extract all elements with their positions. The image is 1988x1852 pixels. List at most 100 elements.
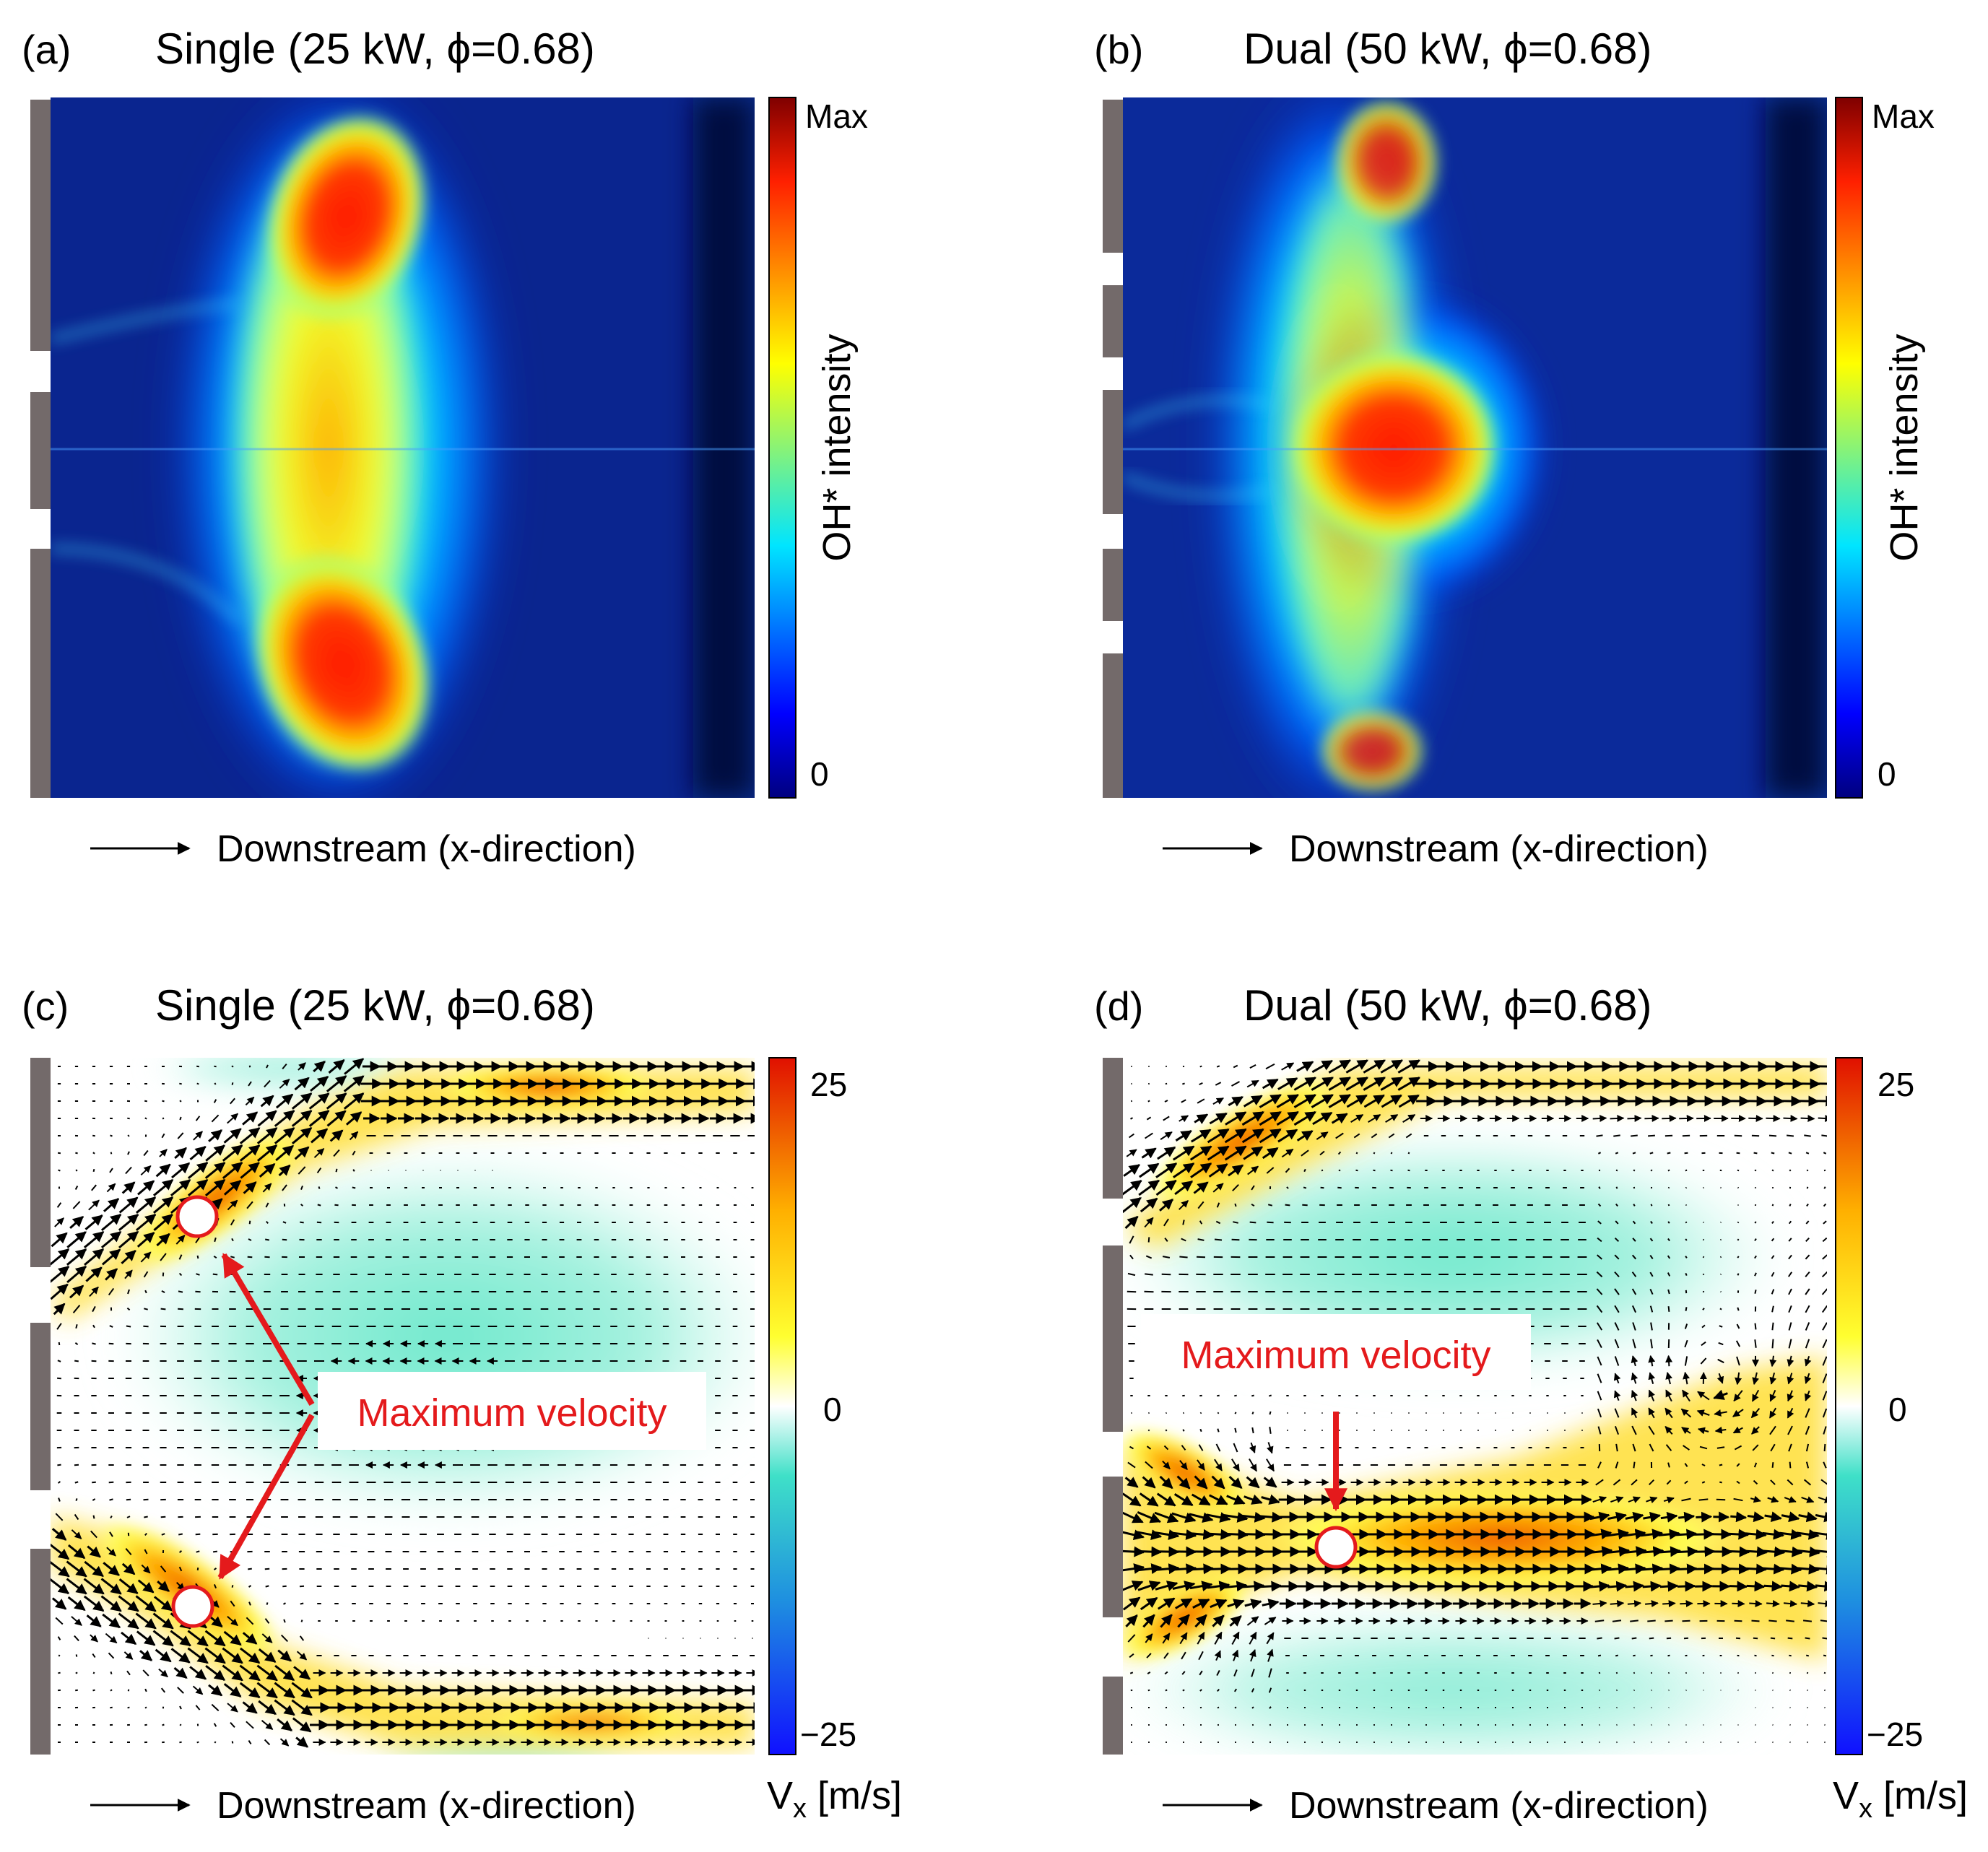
velocity-vector (1701, 1464, 1706, 1466)
velocity-vector (1241, 1110, 1264, 1126)
velocity-vector (230, 1256, 235, 1258)
velocity-vector (1243, 1494, 1263, 1505)
velocity-vector (187, 1630, 209, 1647)
callout-arrow-icon (221, 1253, 315, 1407)
velocity-vector (1397, 1059, 1420, 1074)
velocity-vector (1639, 1546, 1664, 1557)
velocity-vector (1798, 1581, 1818, 1592)
velocity-vector (208, 1129, 223, 1142)
velocity-vector (1769, 1355, 1777, 1368)
velocity-vector (1136, 1563, 1163, 1575)
velocity-vector (56, 1323, 62, 1330)
velocity-vector (1821, 1288, 1827, 1295)
velocity-vector (1189, 1145, 1212, 1161)
velocity-vector (1804, 1134, 1811, 1137)
velocity-vector (1321, 1169, 1324, 1172)
velocity-vector (1779, 1563, 1802, 1575)
velocity-vector (83, 1578, 105, 1595)
velocity-vector (1771, 1238, 1775, 1242)
velocity-vector (300, 1204, 304, 1207)
velocity-vector (90, 1634, 98, 1643)
velocity-vector (1264, 1617, 1277, 1625)
velocity-vector (1684, 1152, 1688, 1155)
velocity-vector (222, 1162, 243, 1179)
velocity-vector (239, 1127, 261, 1144)
velocity-vector (1770, 1637, 1776, 1640)
wall-segment (30, 549, 51, 798)
velocity-vector (345, 1111, 363, 1126)
velocity-vector (223, 1630, 242, 1646)
velocity-vector (1197, 1238, 1204, 1241)
velocity-vector (1224, 1581, 1248, 1592)
velocity-vector (1633, 1204, 1636, 1207)
velocity-vector (177, 1132, 184, 1139)
velocity-vector (1139, 1492, 1159, 1507)
velocity-vector (1623, 1529, 1646, 1540)
velocity-vector (1140, 1596, 1158, 1611)
velocity-vector (256, 1664, 278, 1682)
velocity-vector (110, 1515, 113, 1519)
velocity-vector (1805, 1425, 1810, 1435)
velocity-vector (161, 1133, 165, 1139)
velocity-vector (293, 1666, 311, 1680)
velocity-vector (1632, 1443, 1636, 1452)
velocity-vector (1716, 1373, 1724, 1384)
velocity-vector (1648, 1407, 1655, 1419)
velocity-vector (178, 1550, 183, 1553)
velocity-vector (1596, 1288, 1603, 1295)
panel-d-xlabel: Downstream (x-direction) (1163, 1785, 1709, 1827)
velocity-vector (1781, 1581, 1800, 1592)
velocity-vector (1197, 1459, 1205, 1471)
velocity-vector (1805, 1408, 1810, 1418)
x-axis-label: Downstream (x-direction) (217, 828, 636, 870)
velocity-vector (106, 1547, 116, 1557)
panel-b-wall (1103, 100, 1123, 798)
velocity-vector (1247, 1165, 1259, 1175)
velocity-vector (1625, 1511, 1644, 1523)
velocity-vector (1753, 1462, 1758, 1468)
velocity-vector (1191, 1493, 1211, 1506)
velocity-vector (230, 1097, 235, 1105)
velocity-vector (1823, 1152, 1827, 1155)
velocity-vector (1719, 1308, 1722, 1310)
velocity-vector (1129, 1117, 1134, 1120)
velocity-vector (1631, 1425, 1637, 1435)
colorbar-tick-max: 25 (1878, 1066, 1914, 1103)
velocity-vector (1805, 1322, 1810, 1331)
velocity-vector (1754, 1238, 1757, 1241)
velocity-vector (1137, 1529, 1163, 1541)
panel-b-oh-heatmap (1123, 97, 1827, 798)
velocity-vector (1732, 1426, 1743, 1434)
velocity-vector (1199, 1065, 1202, 1068)
wall-segment (1103, 549, 1123, 621)
velocity-vector (1685, 1221, 1688, 1224)
callout-box (318, 1372, 706, 1450)
velocity-vector (279, 1079, 290, 1089)
velocity-vector (239, 1664, 261, 1682)
velocity-vector (144, 1308, 148, 1310)
panel-b-letter: (b) (1094, 27, 1143, 72)
velocity-vector (1596, 1305, 1603, 1313)
panel-c: (c) Single (25 kW, ϕ=0.68) Maximum veloc… (22, 981, 902, 1827)
velocity-vector (1328, 1059, 1351, 1074)
velocity-vector (1259, 1110, 1282, 1126)
velocity-vector (1804, 1390, 1812, 1401)
velocity-vector (266, 1064, 269, 1069)
velocity-vector (274, 1682, 295, 1699)
velocity-vector (196, 1568, 199, 1570)
velocity-vector (1815, 1581, 1827, 1592)
velocity-vector (1163, 1116, 1170, 1121)
velocity-vector (1702, 1308, 1705, 1310)
velocity-vector (300, 1620, 303, 1622)
velocity-vector (227, 1199, 238, 1211)
velocity-vector (1627, 1114, 1642, 1122)
panel-d-colorbar: 25 0 −25 Vx [m/s] (1833, 1057, 1968, 1824)
velocity-vector (57, 1636, 61, 1640)
velocity-vector (1155, 1162, 1178, 1178)
velocity-vector (1231, 1631, 1240, 1645)
velocity-vector (1156, 1492, 1176, 1507)
panel-d-letter: (d) (1094, 983, 1143, 1029)
velocity-vector (264, 1739, 271, 1746)
velocity-vector (282, 1602, 287, 1605)
velocity-vector (1311, 1077, 1334, 1091)
